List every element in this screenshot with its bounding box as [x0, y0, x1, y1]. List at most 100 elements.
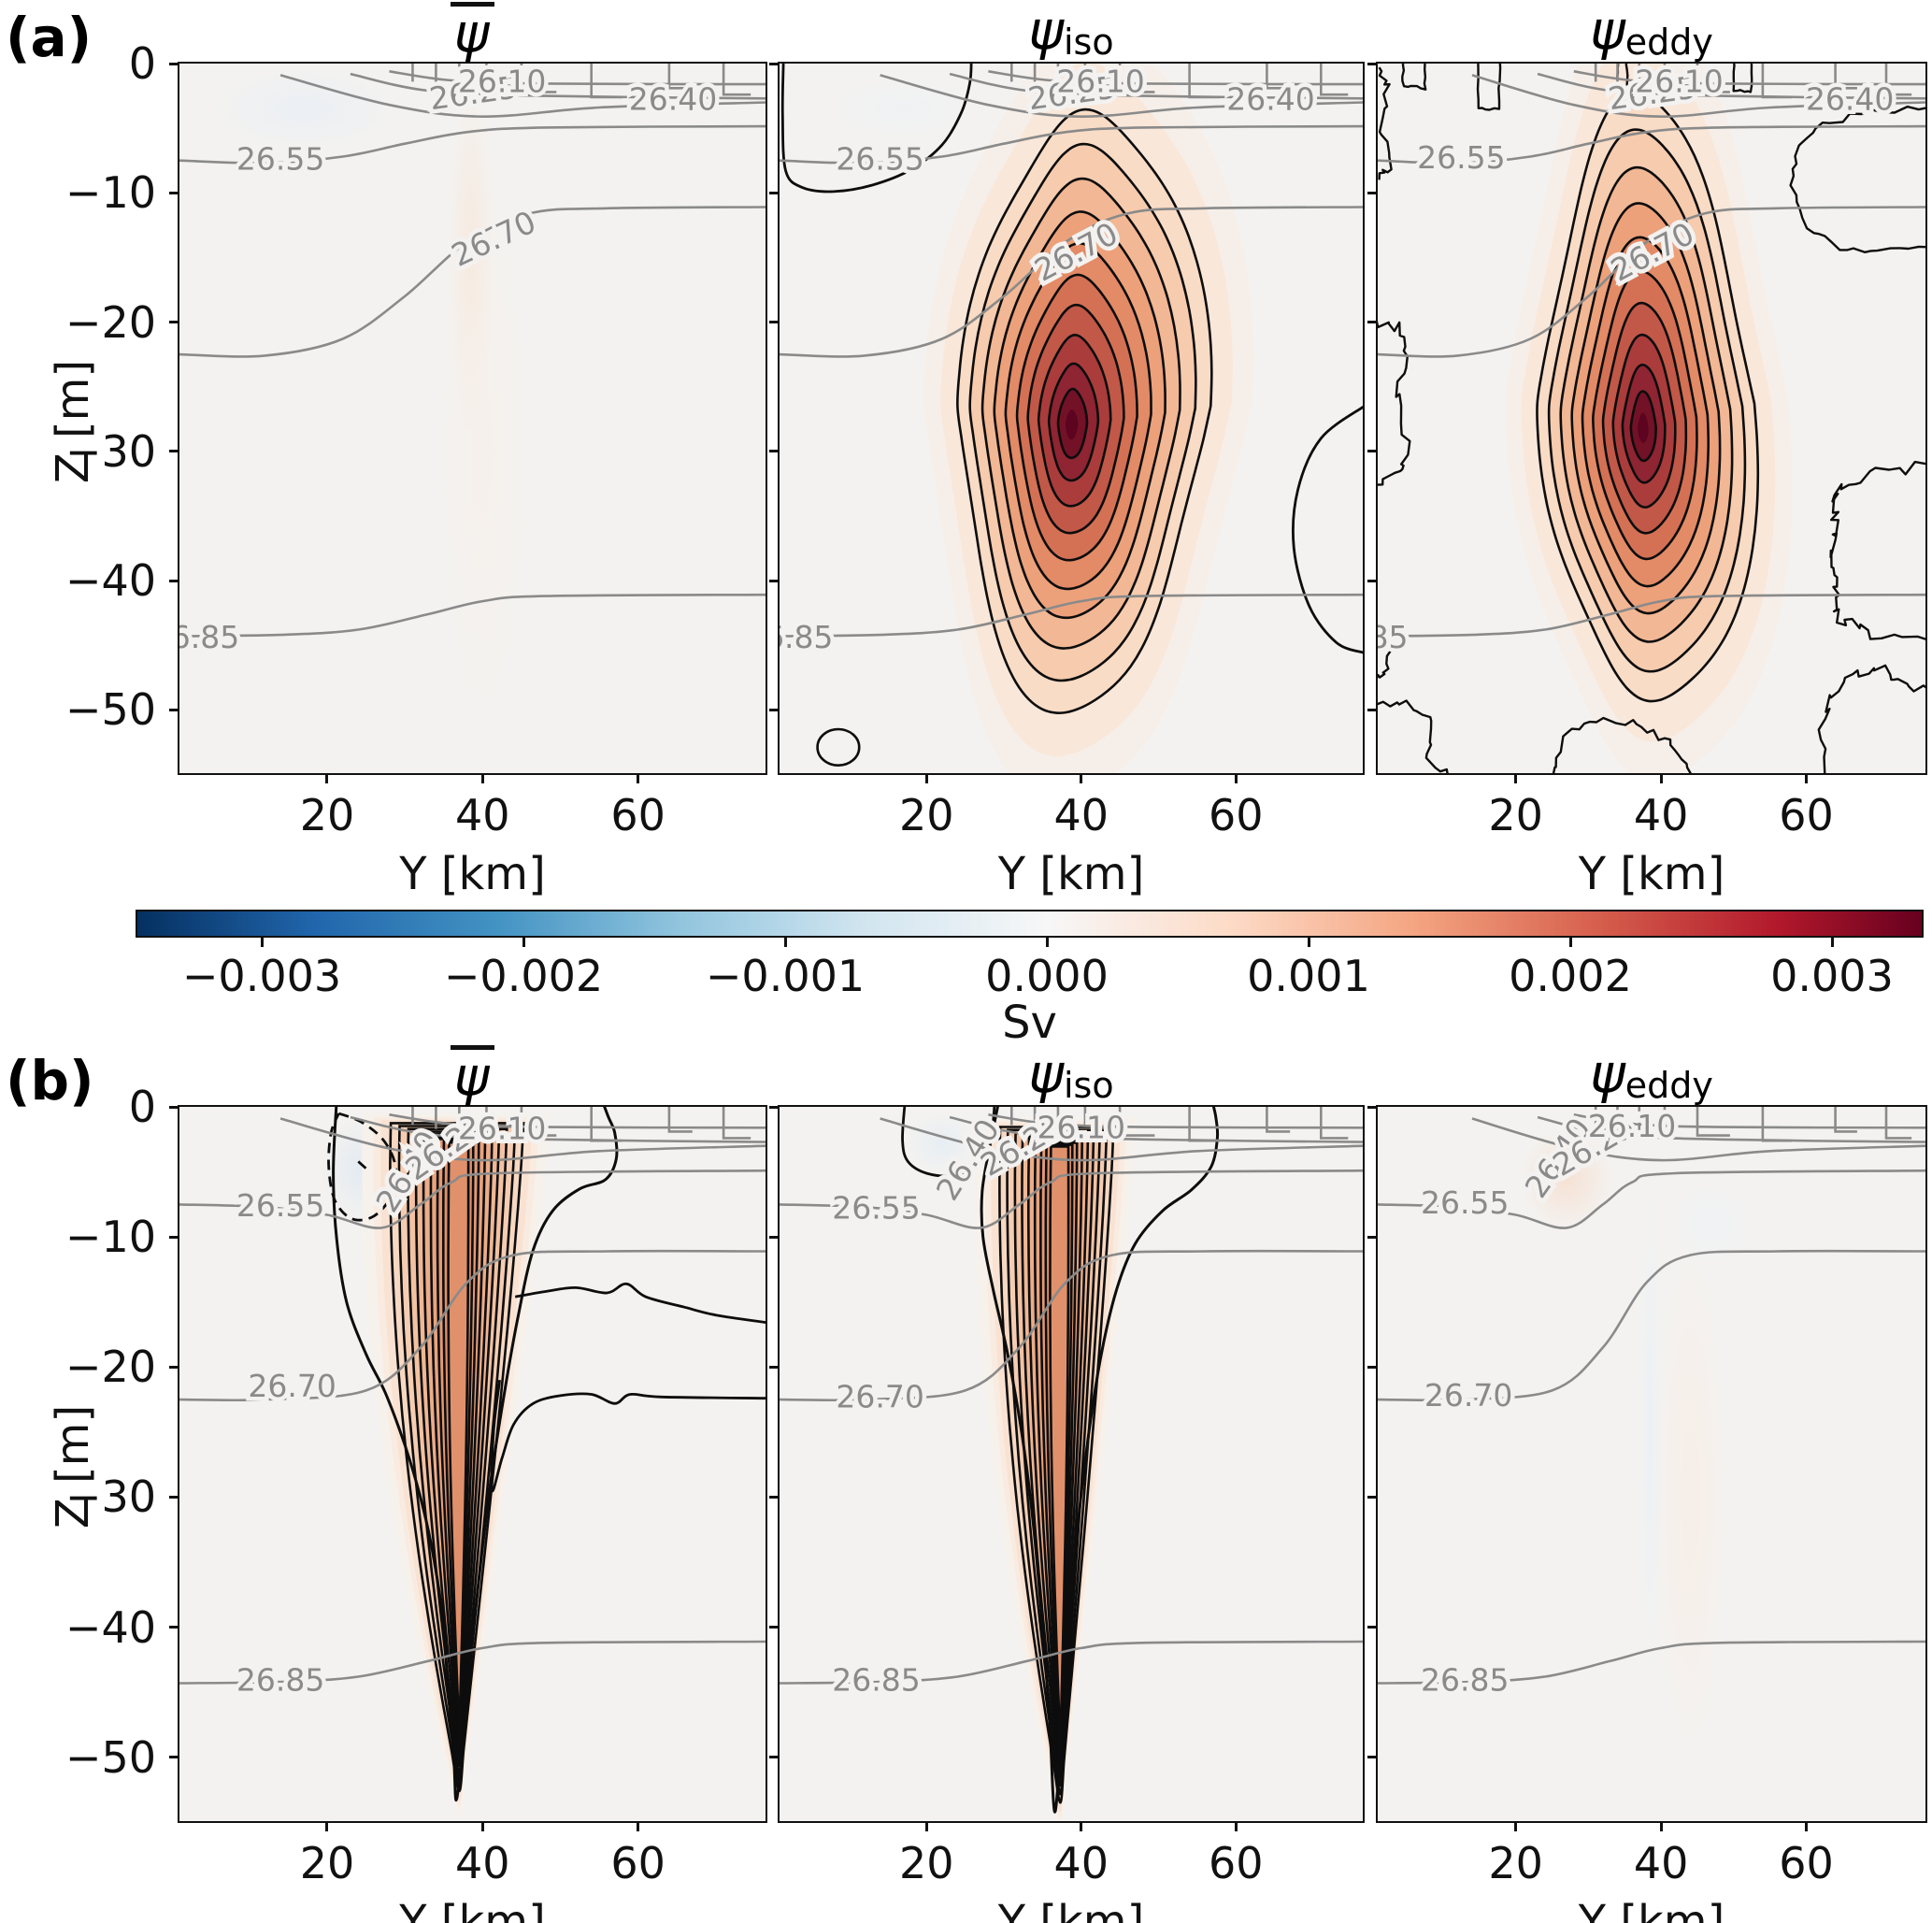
x-tick [325, 1821, 329, 1831]
x-tick [1805, 1821, 1809, 1831]
y-tick-label: −40 [64, 555, 156, 606]
colorbar-tick-label: 0.000 [985, 951, 1109, 1001]
contour-ring [1535, 90, 1759, 702]
y-axis-label: Z [m] [47, 1404, 100, 1529]
x-tick [1659, 773, 1663, 783]
contour-label: .85 [1378, 618, 1408, 654]
isopycnal-line [949, 1115, 1363, 1143]
x-tick [1659, 1821, 1663, 1831]
isopycnal-line [179, 593, 766, 638]
x-tick-label: 20 [1488, 790, 1543, 840]
contour-ring [1547, 127, 1746, 673]
colorbar-tick [1045, 938, 1049, 947]
noisy-zero-contour [1732, 63, 1753, 93]
isopycnal-line [1471, 73, 1925, 118]
y-tick [169, 1626, 179, 1629]
contour-label: 26.55 [1417, 138, 1505, 175]
y-tick [1367, 450, 1378, 453]
contour-ring [1038, 1141, 1079, 1758]
filled-contour [1637, 412, 1649, 443]
contour-ring [1004, 241, 1152, 590]
x-tick-label: 40 [1633, 1838, 1689, 1888]
x-tick [480, 773, 484, 783]
y-tick [169, 1235, 179, 1239]
colorbar-tick [522, 938, 525, 947]
y-tick [769, 579, 780, 582]
isopycnal-line [879, 73, 1363, 118]
isopycnal-outcrop-hook [1118, 63, 1154, 93]
isopycnal-outcrop-hook [1319, 63, 1348, 95]
y-tick [169, 450, 179, 453]
y-tick [169, 1756, 179, 1759]
contour-label: 26.55 [236, 1186, 323, 1223]
x-tick-label: 20 [898, 790, 954, 840]
x-tick [1514, 773, 1518, 783]
y-tick [169, 321, 179, 323]
isopycnal-outcrop-hook [589, 1106, 623, 1141]
y-tick-label: −50 [64, 1731, 156, 1783]
y-tick-label: −30 [64, 1471, 156, 1523]
contour-ring [955, 108, 1213, 714]
contour-ring [1610, 333, 1677, 509]
isopycnal-outcrop-hook [722, 1106, 751, 1140]
contour-ring [1056, 387, 1088, 459]
y-tick [1367, 1365, 1378, 1369]
x-axis-label: Y [km] [399, 1896, 546, 1923]
isopycnal-line [388, 1112, 766, 1129]
x-tick [1514, 1821, 1518, 1831]
contour-label: 26.55 [1421, 1184, 1509, 1220]
contour-label: 26.10 [1587, 1107, 1675, 1143]
x-axis-label: Y [km] [399, 848, 546, 900]
isopycnal-outcrop-hook [520, 1106, 556, 1137]
isopycnal-line [1377, 593, 1925, 638]
x-tick-label: 20 [898, 1838, 954, 1888]
panel-title: ψeddy [1590, 0, 1713, 63]
colorbar-tick [1830, 938, 1834, 947]
isopycnal-line [388, 69, 766, 85]
y-tick [1367, 579, 1378, 582]
isopycnal-outcrop-hook [667, 63, 693, 90]
isopycnal-line [1377, 124, 1925, 165]
contour-ring [1047, 362, 1099, 481]
contour-ring [1033, 1139, 1083, 1765]
contour-ring [997, 1125, 1115, 1804]
colorbar-tick [1307, 938, 1310, 947]
isopycnal-line [179, 1640, 766, 1685]
shading-patch [202, 63, 405, 154]
y-tick-label: −20 [64, 296, 156, 348]
noisy-zero-contour [1476, 63, 1501, 111]
isopycnal-outcrop-hook [1696, 63, 1730, 93]
contour-ring [414, 1129, 500, 1767]
contour-label: 26.70 [1424, 1376, 1511, 1413]
isopycnal-line [279, 1116, 766, 1161]
isopycnal-line [1573, 69, 1925, 85]
contour-label: 26.85 [832, 1661, 920, 1698]
shading-patch [1660, 1171, 1763, 1276]
contour-ring [1558, 165, 1733, 643]
isopycnal-line [1377, 1169, 1925, 1229]
isopycnal-outcrop-hook [589, 63, 623, 98]
panel-title: ψeddy [1590, 1043, 1713, 1106]
contour-label: 26.85 [236, 1661, 323, 1698]
x-tick-label: 40 [1053, 790, 1109, 840]
colorbar-unit-label: Sv [1002, 997, 1057, 1049]
colorbar-tick [260, 938, 264, 947]
colorbar-tick-label: 0.002 [1509, 951, 1632, 1001]
contour-ring [429, 1135, 486, 1753]
y-tick [769, 1495, 780, 1499]
y-tick [169, 579, 179, 582]
contour-ring [436, 1137, 480, 1746]
isopycnal-outcrop-hook [1833, 1106, 1857, 1133]
isopycnal-line [779, 593, 1363, 638]
contour-ring [1569, 201, 1721, 614]
isopycnal-outcrop-hook [1884, 63, 1911, 95]
y-tick [769, 1756, 780, 1759]
contour-label: 26.10 [1056, 64, 1144, 99]
isopycnal-outcrop-hook [1696, 1106, 1730, 1137]
x-tick [1080, 773, 1083, 783]
contour-ring [1005, 1127, 1108, 1795]
